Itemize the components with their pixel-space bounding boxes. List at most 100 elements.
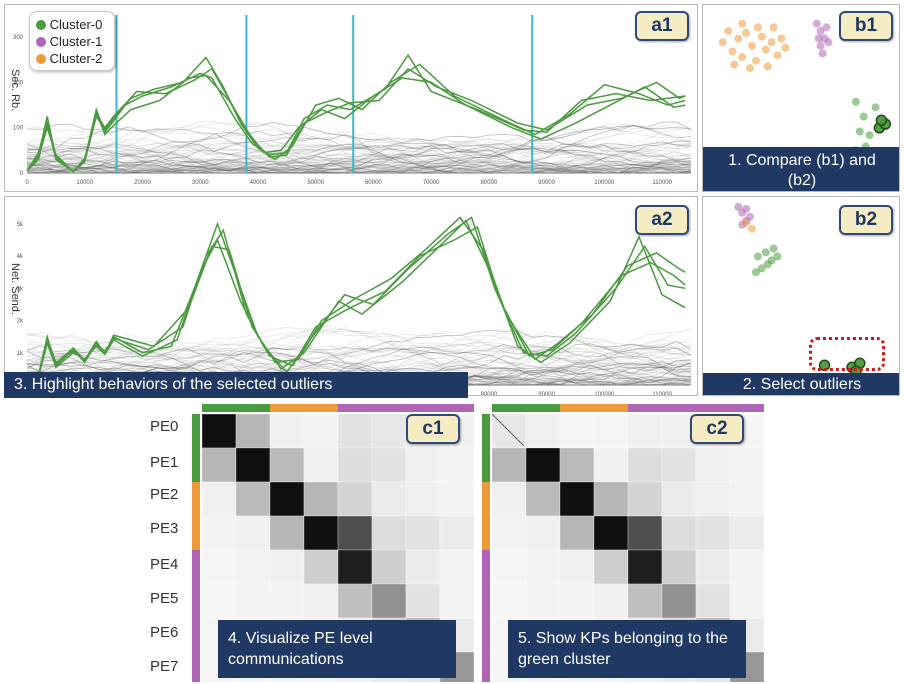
cluster-strip-cell [192, 652, 200, 682]
x-tick-label: 110000 [652, 392, 672, 395]
background-series-line [26, 158, 692, 174]
heatmap-cell [371, 583, 407, 619]
kp-diagonal-mark [520, 442, 525, 447]
heatmap-cell [525, 413, 561, 449]
background-series-line [26, 166, 692, 174]
caption-step2: 2. Select outliers [703, 373, 899, 395]
background-series-line [26, 152, 692, 173]
background-series-line [26, 141, 692, 174]
background-series-line [26, 120, 692, 174]
background-series-line [26, 150, 692, 174]
line-chart-a1: 0 10000 20000 30000 40000 50000 60000 70000 8000… [13, 15, 692, 186]
background-series-line [26, 346, 692, 386]
heatmap-cell [337, 413, 373, 449]
pe-label-0: PE0 [150, 418, 179, 435]
heatmap-cell [371, 447, 407, 483]
scatter-point [742, 204, 751, 213]
cluster-strip-cell [482, 448, 490, 482]
background-series-line [26, 142, 692, 174]
x-tick-label: 80000 [481, 180, 498, 186]
background-series-line [27, 329, 691, 386]
heatmap-cell [525, 481, 561, 517]
heatmap-cell [661, 447, 697, 483]
x-tick-label: 20000 [134, 180, 151, 186]
background-series-line [26, 142, 692, 174]
background-series-line [26, 157, 692, 174]
scatter-point [761, 248, 770, 257]
background-series-line [26, 158, 691, 174]
legend-item-cluster-1: Cluster-1 [36, 34, 102, 49]
background-series-line [26, 159, 692, 174]
background-series-line [26, 332, 692, 386]
cluster-strip-cell [662, 404, 696, 412]
background-series-line [26, 347, 692, 386]
heatmap-cell [337, 481, 373, 517]
heatmap-cell [593, 447, 629, 483]
background-series-line [26, 152, 692, 174]
heatmap-cell [559, 515, 595, 551]
heatmap-cell [627, 447, 663, 483]
heatmap-cell [729, 515, 765, 551]
background-series-line [26, 143, 692, 174]
background-series-line [26, 155, 692, 174]
heatmap-cell [525, 515, 561, 551]
heatmap-cell [729, 481, 765, 517]
background-series-line [26, 159, 692, 174]
outlier-selection-box[interactable] [809, 337, 885, 371]
heatmap-cell [559, 447, 595, 483]
scatter-point [777, 34, 786, 43]
background-series-line [26, 137, 692, 174]
legend-label-cluster-1: Cluster-1 [49, 34, 103, 49]
heatmap-cell [201, 413, 237, 449]
background-series-line [26, 121, 692, 174]
scatter-point [751, 268, 760, 277]
scatter-point [763, 260, 772, 269]
background-series-line [26, 143, 692, 174]
heatmap-cell [235, 447, 271, 483]
scatter-point [753, 252, 762, 261]
background-series-line [26, 347, 692, 386]
cluster-strip-cell [594, 404, 628, 412]
scatter-point [748, 224, 756, 233]
heatmap-cell [695, 549, 731, 585]
heatmap-cell [695, 481, 731, 517]
heatmap-cell [269, 549, 305, 585]
heatmap-cell [201, 447, 237, 483]
heatmap-cell [405, 549, 441, 585]
kp-diagonal-mark [491, 413, 496, 418]
heatmap-cell [439, 515, 475, 551]
heatmap-cell [491, 481, 527, 517]
caption-step4-text: 4. Visualize PE level communications [228, 630, 373, 668]
heatmap-cell [661, 549, 697, 585]
cluster-strip-cell [192, 550, 200, 584]
scatter-point [734, 34, 743, 43]
scatter-point [753, 23, 762, 32]
x-tick-label: 60000 [365, 180, 382, 186]
heatmap-cell [593, 413, 629, 449]
scatter-point [875, 114, 888, 127]
caption-step1-text: 1. Compare (b1) and (b2) [728, 152, 876, 189]
scatter-point [822, 23, 831, 32]
pe-label-1: PE1 [150, 454, 179, 471]
cluster-strip-cell [526, 404, 560, 412]
scatter-point [748, 41, 756, 50]
scatter-point [818, 49, 827, 58]
y-tick-label: 0 [20, 171, 24, 177]
panel-tag-c1: c1 [406, 414, 460, 444]
cluster-strip-cell [482, 584, 490, 618]
heatmap-cell [337, 583, 373, 619]
heatmap-cell [729, 583, 765, 619]
scatter-point [757, 264, 766, 273]
heatmap-cell [235, 549, 271, 585]
scatter-point [769, 23, 778, 32]
heatmap-cell [303, 515, 339, 551]
y-tick-label: 4k [17, 254, 24, 260]
heatmap-cell [695, 515, 731, 551]
heatmap-cell [593, 549, 629, 585]
background-series-line [26, 137, 692, 174]
background-series-line [26, 157, 692, 174]
background-series-line [27, 144, 692, 174]
cluster-strip-cell [406, 404, 440, 412]
heatmap-cell [235, 413, 271, 449]
scatter-point [769, 244, 778, 253]
